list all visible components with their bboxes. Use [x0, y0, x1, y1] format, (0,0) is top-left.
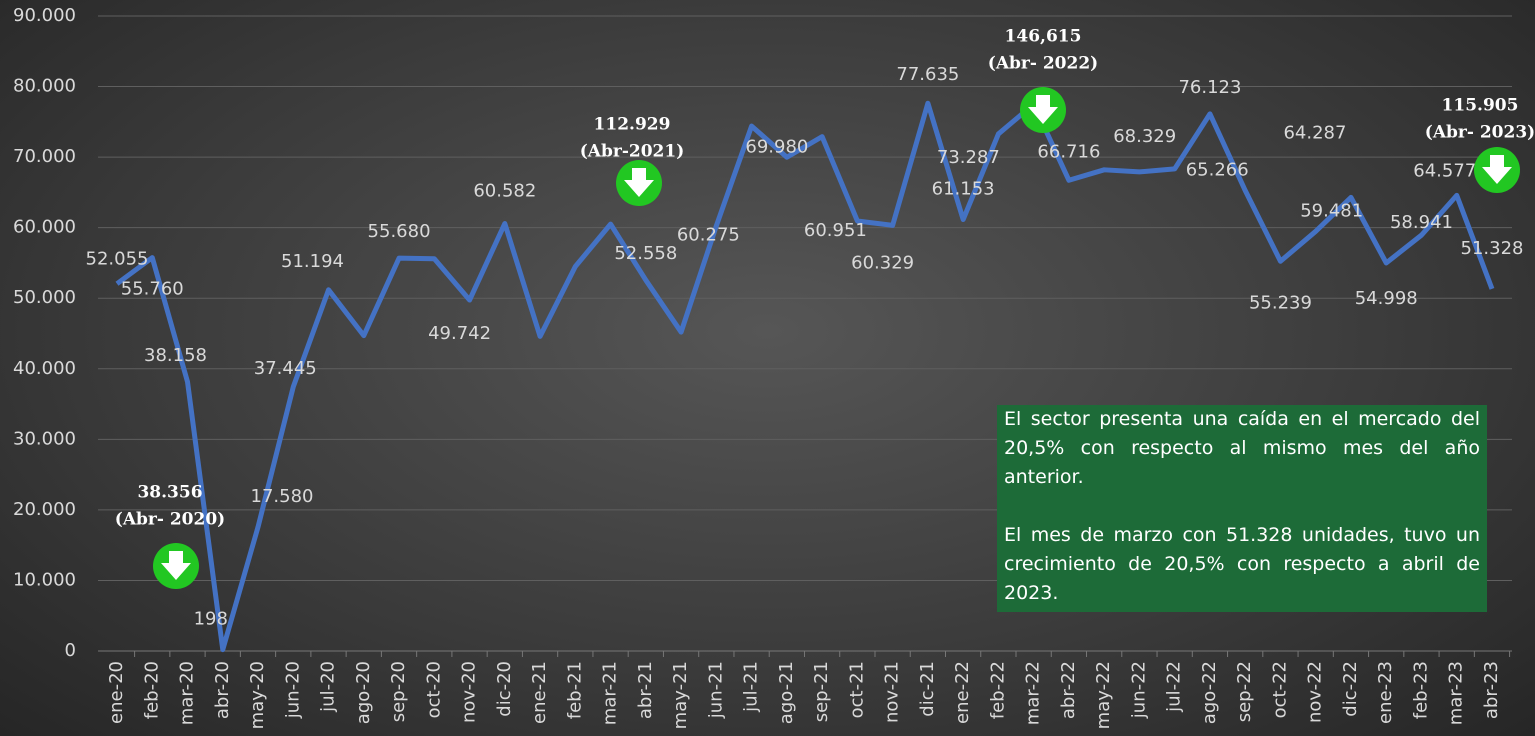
annotation-value: 38.356 [137, 483, 202, 503]
data-label: 37.445 [254, 358, 317, 379]
y-tick-label: 60.000 [13, 217, 76, 238]
annotation-value: 115.905 [1442, 96, 1519, 116]
x-tick-label: oct-21 [846, 661, 867, 718]
arrow-down [161, 551, 191, 580]
data-label: 54.998 [1355, 288, 1418, 309]
note-box: El sector presenta una caída en el merca… [997, 405, 1487, 612]
x-tick-label: mar-22 [1023, 661, 1044, 725]
data-label: 76.123 [1178, 77, 1241, 98]
x-tick-label: abr-22 [1058, 661, 1079, 719]
x-tick-label: jul-20 [318, 661, 339, 713]
x-tick-label: abr-20 [212, 661, 233, 719]
arrow-down [1482, 155, 1512, 184]
x-tick-label: ago-22 [1199, 661, 1220, 724]
annotation-period: (Abr-2021) [580, 142, 685, 162]
arrow-down [624, 168, 654, 197]
note-text: El mes de marzo con 51.328 unidades, tuv… [1004, 524, 1480, 604]
data-label: 52.055 [86, 249, 149, 270]
annotation-value: 146,615 [1005, 27, 1082, 47]
data-label: 198 [194, 609, 228, 630]
annotation-period: (Abr- 2020) [115, 510, 225, 530]
data-label: 52.558 [614, 243, 677, 264]
x-tick-label: mar-20 [177, 661, 198, 725]
data-label: 55.760 [121, 279, 184, 300]
y-tick-label: 40.000 [13, 358, 76, 379]
y-tick-label: 90.000 [13, 5, 76, 26]
x-tick-label: dic-21 [917, 661, 938, 717]
data-label: 17.580 [251, 486, 314, 507]
x-tick-label: nov-20 [459, 661, 480, 723]
data-label: 69.980 [745, 136, 808, 157]
note-text: El sector presenta una caída en el merca… [1004, 408, 1480, 488]
x-tick-label: oct-20 [423, 661, 444, 718]
x-tick-label: sep-21 [811, 661, 832, 722]
x-tick-label: jun-22 [1128, 661, 1149, 719]
x-tick-label: ago-21 [776, 661, 797, 724]
x-tick-label: nov-21 [882, 661, 903, 723]
x-tick-label: abr-23 [1481, 661, 1502, 719]
x-tick-label: may-21 [670, 661, 691, 729]
data-label: 55.239 [1249, 292, 1312, 313]
data-label: 58.941 [1390, 212, 1453, 233]
data-label: 59.481 [1300, 200, 1363, 221]
annotation-period: (Abr- 2023) [1425, 123, 1535, 143]
y-tick-label: 10.000 [13, 569, 76, 590]
data-label: 66.716 [1037, 141, 1100, 162]
data-label: 77.635 [896, 64, 959, 85]
x-tick-label: ago-20 [353, 661, 374, 724]
x-tick-label: feb-21 [564, 661, 585, 719]
data-label: 60.275 [677, 225, 740, 246]
data-label: 73.287 [937, 147, 1000, 168]
y-tick-label: 80.000 [13, 76, 76, 97]
x-tick-label: nov-22 [1305, 661, 1326, 723]
y-tick-label: 20.000 [13, 499, 76, 520]
y-tick-label: 0 [65, 640, 76, 661]
data-label: 51.328 [1461, 238, 1524, 259]
data-label: 60.329 [851, 252, 914, 273]
data-label: 60.582 [473, 181, 536, 202]
x-tick-label: jun-20 [282, 661, 303, 719]
data-label: 64.287 [1283, 122, 1346, 143]
x-tick-label: mar-23 [1446, 661, 1467, 725]
annotation-period: (Abr- 2022) [988, 54, 1098, 74]
annotation-value: 112.929 [594, 115, 671, 135]
x-tick-label: sep-22 [1234, 661, 1255, 722]
x-tick-label: abr-21 [635, 661, 656, 719]
x-tick-label: jun-21 [705, 661, 726, 719]
x-tick-label: mar-21 [600, 661, 621, 725]
data-label: 38.158 [144, 345, 207, 366]
x-tick-label: may-22 [1093, 661, 1114, 729]
data-label: 49.742 [428, 323, 491, 344]
x-tick-label: feb-22 [987, 661, 1008, 719]
y-tick-label: 50.000 [13, 287, 76, 308]
data-label: 55.680 [368, 221, 431, 242]
x-tick-label: feb-23 [1410, 661, 1431, 719]
x-tick-label: ene-20 [106, 661, 127, 724]
x-tick-label: ene-23 [1375, 661, 1396, 724]
y-tick-label: 30.000 [13, 428, 76, 449]
data-label: 60.951 [804, 220, 867, 241]
y-tick-label: 70.000 [13, 146, 76, 167]
x-tick-label: may-20 [247, 661, 268, 729]
arrow-down [1028, 95, 1058, 124]
x-tick-label: feb-20 [141, 661, 162, 719]
x-tick-label: dic-22 [1340, 661, 1361, 717]
series-line [115, 100, 1495, 653]
data-label: 64.577 [1413, 160, 1476, 181]
x-tick-label: ene-21 [529, 661, 550, 724]
x-tick-label: jul-21 [741, 661, 762, 713]
data-label: 65.266 [1186, 160, 1249, 181]
x-tick-label: jul-22 [1164, 661, 1185, 713]
x-tick-label: oct-22 [1269, 661, 1290, 718]
x-tick-label: ene-22 [952, 661, 973, 724]
x-tick-label: sep-20 [388, 661, 409, 722]
data-label: 68.329 [1113, 126, 1176, 147]
data-label: 61.153 [932, 179, 995, 200]
data-label: 51.194 [281, 251, 344, 272]
x-tick-label: dic-20 [494, 661, 515, 717]
